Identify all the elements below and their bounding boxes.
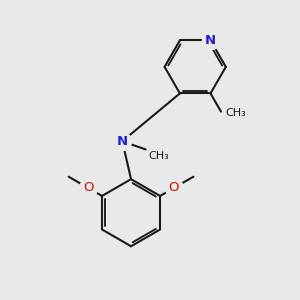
Text: N: N	[205, 34, 216, 47]
Text: CH₃: CH₃	[148, 151, 169, 160]
Text: N: N	[117, 135, 128, 148]
Text: O: O	[83, 182, 93, 194]
Text: CH₃: CH₃	[226, 108, 246, 118]
Text: O: O	[169, 182, 179, 194]
